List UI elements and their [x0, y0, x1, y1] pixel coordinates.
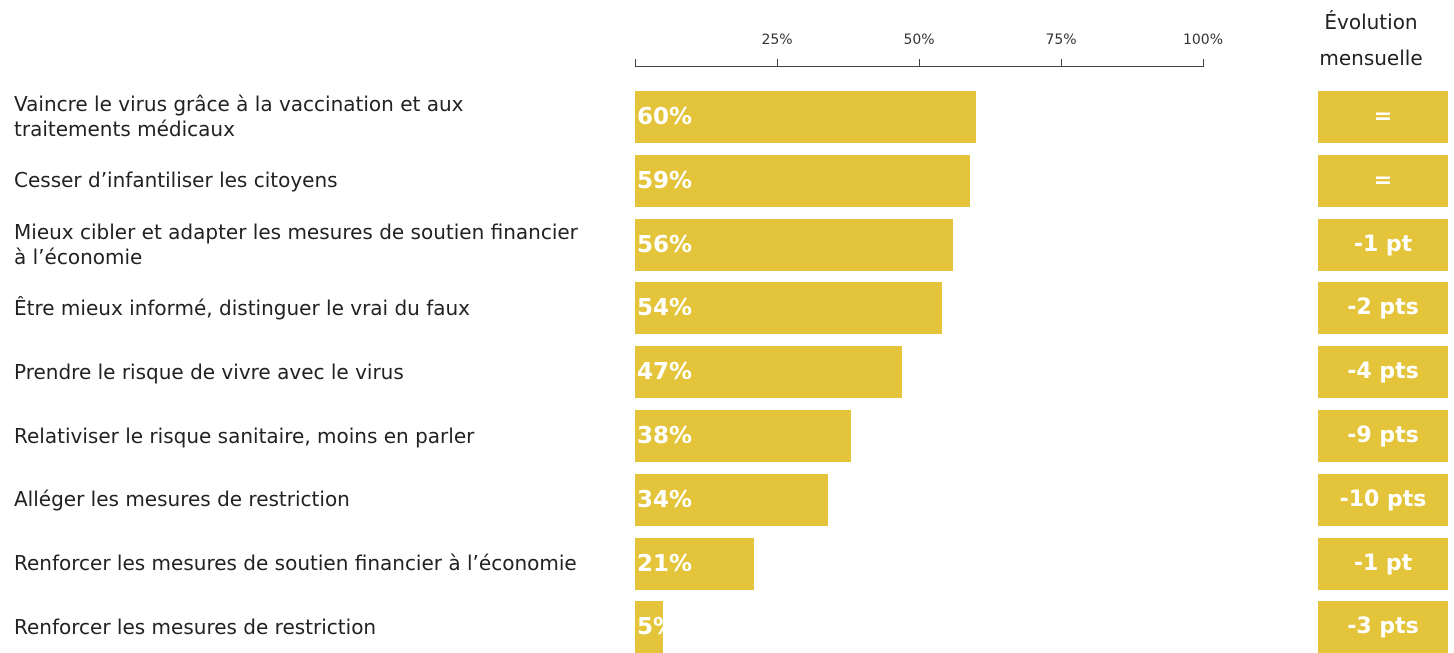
axis-tick	[634, 59, 636, 67]
axis-tick	[776, 59, 778, 67]
value-label: 34%	[637, 486, 693, 513]
category-label: Cesser d’infantiliser les citoyens	[14, 168, 338, 193]
change-label: -3 pts	[1318, 601, 1448, 653]
value-label: 56%	[637, 231, 693, 258]
x-tick-label: 100%	[1182, 32, 1224, 48]
change-label: =	[1318, 154, 1448, 207]
change-label: -2 pts	[1318, 282, 1448, 335]
change-label: -4 pts	[1318, 346, 1448, 399]
axis-tick	[1060, 59, 1062, 67]
change-label: =	[1318, 91, 1448, 143]
change-label: -9 pts	[1318, 410, 1448, 462]
category-label: Mieux cibler et adapter les mesures de s…	[14, 219, 578, 269]
bar: 5%	[635, 601, 664, 653]
bar: 38%	[635, 410, 851, 462]
value-label: 38%	[637, 423, 693, 449]
value-label: 60%	[637, 104, 693, 130]
changes-title: Évolution mensuelle	[1319, 10, 1423, 70]
x-tick-label: 50%	[903, 32, 935, 48]
category-label: Relativiser le risque sanitaire, moins e…	[14, 423, 475, 448]
value-label: 21%	[637, 550, 693, 577]
category-label: Alléger les mesures de restriction	[14, 487, 350, 512]
category-label: Vaincre le virus grâce à la vaccination …	[14, 92, 464, 141]
bar: 21%	[635, 537, 755, 590]
bar: 56%	[635, 218, 954, 271]
axis-tick	[918, 59, 920, 67]
bar: 59%	[635, 154, 971, 207]
category-label: Être mieux informé, distinguer le vrai d…	[14, 295, 471, 320]
bar: 54%	[635, 282, 942, 335]
x-tick-label: 25%	[761, 32, 793, 48]
value-label: 5%	[637, 614, 663, 641]
value-label: 47%	[637, 359, 693, 386]
change-label: -10 pts	[1318, 473, 1448, 526]
change-label: -1 pt	[1318, 218, 1448, 271]
value-label: 59%	[637, 167, 693, 194]
category-label: Renforcer les mesures de soutien financi…	[14, 551, 577, 576]
category-label: Prendre le risque de vivre avec le virus	[14, 359, 404, 384]
bar: 34%	[635, 473, 829, 526]
bar: 60%	[635, 91, 976, 143]
value-label: 54%	[637, 295, 693, 322]
category-label: Renforcer les mesures de restriction	[14, 614, 377, 639]
axis-tick	[1202, 59, 1204, 67]
change-label: -1 pt	[1318, 537, 1448, 590]
x-tick-label: 75%	[1045, 32, 1077, 48]
bar: 47%	[635, 346, 902, 399]
